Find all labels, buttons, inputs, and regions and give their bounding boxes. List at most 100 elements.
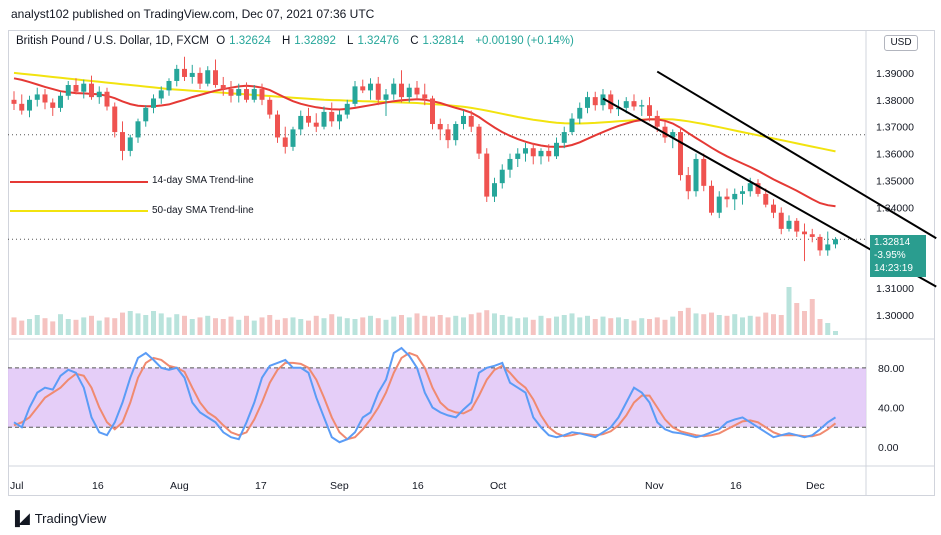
candle-body (515, 153, 521, 159)
time-tick-label: Nov (645, 480, 664, 492)
volume-bar (313, 315, 319, 335)
tv-brand: TradingView (34, 511, 107, 526)
volume-bar (104, 317, 110, 335)
volume-bar (778, 315, 784, 335)
candle-body (476, 126, 482, 154)
volume-bar (492, 313, 497, 335)
volume-bar (352, 319, 358, 335)
candle-body (151, 98, 156, 108)
volume-bar (608, 318, 614, 335)
volume-bar (399, 315, 404, 335)
volume-bar (174, 314, 180, 335)
volume-bar (654, 317, 660, 335)
volume-bar (213, 318, 218, 335)
candle-body (282, 137, 288, 147)
volume-bar (468, 314, 474, 335)
candle-body (120, 132, 125, 151)
volume-bar (127, 311, 133, 335)
candle-body (817, 236, 823, 251)
candle-body (236, 89, 242, 96)
volume-bar (577, 317, 583, 335)
candle-body (530, 148, 536, 157)
volume-bar (244, 315, 249, 335)
volume-bar (189, 319, 195, 335)
volume-bar (437, 315, 443, 335)
candle-body (42, 94, 48, 103)
open-value: O 1.32624 (216, 35, 271, 47)
volume-bar (11, 317, 17, 335)
candle-body (19, 103, 25, 111)
candle-body (174, 68, 180, 81)
candle-body (275, 114, 280, 138)
volume-bar (259, 317, 265, 335)
volume-bar (205, 315, 211, 335)
volume-bar (414, 313, 420, 335)
tv-logo-icon: ▐◢ (10, 510, 30, 526)
volume-bar (825, 323, 831, 335)
candle-body (290, 129, 296, 147)
last-price: 1.32814 (874, 237, 911, 248)
candle-body (468, 115, 474, 127)
candle-body (34, 94, 40, 100)
candle-body (352, 86, 358, 104)
volume-bar (445, 317, 451, 335)
candle-body (182, 68, 187, 77)
volume-bar (523, 317, 528, 335)
volume-bar (709, 312, 714, 335)
candle-body (554, 142, 559, 157)
volume-bar (678, 311, 683, 335)
volume-bar (833, 331, 838, 335)
last-price-label: 1.32814 -3.95% 14:23:19 (870, 235, 926, 277)
volume-bar (275, 319, 280, 335)
candle-body (631, 101, 637, 107)
volume-bar (786, 287, 792, 335)
candle-body (639, 105, 645, 107)
volume-bar (96, 320, 102, 335)
candle-body (344, 103, 350, 115)
price-tick-label: 1.30000 (876, 310, 914, 322)
candle-body (616, 107, 621, 110)
volume-bar (321, 318, 327, 335)
volume-bar (42, 318, 48, 335)
volume-bar (771, 314, 776, 335)
volume-bar (151, 311, 156, 335)
volume-bar (647, 319, 652, 335)
volume-bar (143, 315, 149, 335)
volume-bar (236, 319, 242, 335)
candle-body (492, 183, 497, 197)
volume-bar (58, 314, 63, 335)
chart-frame (8, 30, 935, 496)
candle-body (104, 91, 110, 107)
volume-bar (453, 315, 459, 335)
time-tick-label: Oct (490, 480, 506, 492)
volume-bar (716, 315, 722, 335)
candle-body (445, 129, 451, 141)
tradingview-logo[interactable]: ▐◢ TradingView (10, 510, 106, 527)
candle-body (546, 150, 552, 157)
volume-bar (73, 319, 79, 335)
volume-bar (561, 315, 567, 335)
candle-body (794, 220, 800, 232)
volume-bar (569, 313, 575, 335)
currency-button[interactable]: USD (884, 35, 918, 51)
candle-body (50, 102, 56, 108)
volume-bar (65, 319, 71, 335)
time-tick-label: 16 (730, 480, 742, 492)
candle-body (81, 83, 87, 92)
volume-bar (747, 315, 753, 335)
sma50-annotation: 50-day SMA Trend-line (152, 205, 254, 216)
volume-bar (430, 316, 435, 335)
price-change-pct: -3.95% (874, 250, 906, 261)
candle-body (561, 132, 567, 143)
volume-bar (685, 307, 691, 335)
price-tick-label: 1.31000 (876, 283, 914, 295)
volume-bar (507, 316, 513, 335)
volume-bar (461, 317, 466, 335)
volume-bar (740, 317, 745, 335)
publisher-line: analyst102 published on TradingView.com,… (11, 7, 375, 21)
candle-body (786, 220, 792, 229)
candle-body (484, 153, 490, 197)
candle-body (422, 94, 428, 99)
